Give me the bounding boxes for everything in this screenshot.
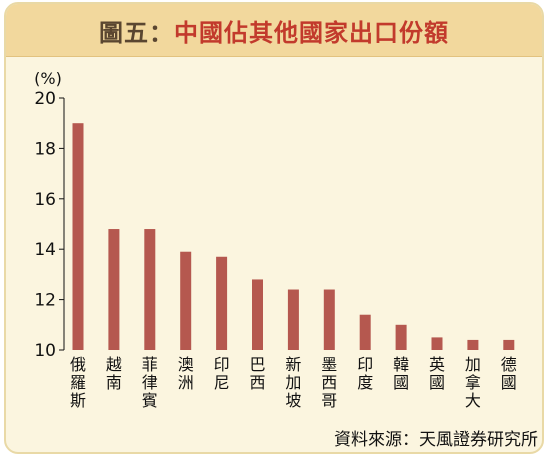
y-tick-label-10: 10: [34, 341, 56, 361]
x-label-3-char-3: 賓: [142, 391, 158, 410]
bar-2: [108, 229, 120, 350]
x-label-8-char-2: 西: [321, 373, 337, 392]
x-label-5-char-1: 印: [214, 355, 230, 374]
y-tick-label-14: 14: [34, 240, 56, 260]
bar-13: [503, 339, 515, 350]
bar-5: [216, 256, 228, 350]
x-label-12-char-3: 大: [465, 391, 481, 410]
x-label-12-char-2: 拿: [465, 373, 481, 392]
chart-frame: 圖五： 中國佔其他國家出口份額: [4, 2, 544, 454]
y-tick-label-16: 16: [34, 190, 56, 210]
bar-10: [395, 324, 407, 350]
bar-4: [180, 251, 192, 350]
title-bar: 圖五： 中國佔其他國家出口份額: [6, 4, 542, 57]
x-label-6-char-2: 西: [249, 373, 265, 392]
bar-6: [252, 279, 263, 350]
x-label-3-char-1: 菲: [142, 355, 158, 374]
x-label-2-char-2: 南: [106, 373, 122, 392]
x-label-11-char-2: 國: [429, 373, 445, 392]
x-label-7-char-2: 加: [285, 373, 301, 392]
y-tick-label-20: 20: [34, 89, 56, 109]
x-label-7-char-3: 坡: [285, 391, 301, 410]
bar-1: [72, 123, 84, 350]
source-note: 資料來源：天風證券研究所: [334, 430, 538, 450]
bar-12: [467, 339, 479, 350]
y-tick-label-12: 12: [34, 291, 56, 311]
x-label-9-char-2: 度: [357, 373, 373, 392]
y-axis-unit-label: (%): [34, 69, 62, 88]
x-label-1-char-3: 斯: [70, 391, 86, 410]
x-label-11-char-1: 英: [429, 355, 445, 374]
x-label-13-char-2: 國: [501, 373, 517, 392]
x-label-4-char-1: 澳: [178, 355, 194, 374]
x-label-12-char-1: 加: [465, 355, 481, 374]
bar-3: [144, 229, 156, 350]
x-label-13-char-1: 德: [501, 355, 517, 374]
x-label-3-char-2: 律: [142, 373, 158, 392]
title-prefix: 圖五：: [99, 18, 174, 47]
bar-8: [323, 289, 335, 350]
x-label-10-char-2: 國: [393, 373, 409, 392]
x-label-10-char-1: 韓: [393, 355, 409, 374]
bar-7: [287, 289, 299, 350]
x-label-8-char-3: 哥: [321, 391, 337, 410]
x-label-8-char-1: 墨: [321, 355, 337, 374]
x-label-7-char-1: 新: [285, 355, 301, 374]
bar-11: [431, 337, 443, 350]
x-label-1-char-2: 羅: [70, 373, 86, 392]
x-label-2-char-1: 越: [106, 355, 122, 374]
chart-title: 中國佔其他國家出口份額: [174, 18, 449, 47]
x-label-6-char-1: 巴: [249, 355, 265, 374]
y-tick-label-18: 18: [34, 139, 56, 159]
x-label-9-char-1: 印: [357, 355, 373, 374]
x-label-1-char-1: 俄: [70, 355, 86, 374]
x-label-4-char-2: 洲: [178, 373, 194, 392]
bar-9: [359, 314, 371, 350]
x-label-5-char-2: 尼: [214, 373, 230, 392]
